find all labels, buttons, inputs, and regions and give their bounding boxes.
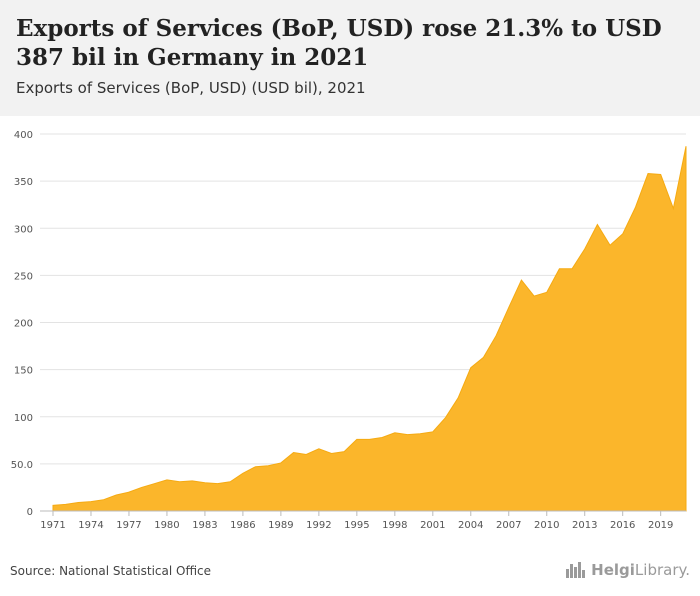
chart-subtitle: Exports of Services (BoP, USD) (USD bil)… (16, 79, 366, 97)
chart-title: Exports of Services (BoP, USD) rose 21.3… (16, 15, 662, 71)
x-tick-label: 2007 (496, 520, 521, 531)
grid-lines (40, 133, 686, 465)
x-tick-label: 1983 (192, 520, 217, 531)
x-tick-label: 2013 (572, 520, 597, 531)
y-tick-label: 250 (14, 271, 33, 282)
y-tick-label: 350 (14, 177, 33, 188)
y-tick-label: 50.0 (11, 460, 33, 471)
x-tick-label: 1995 (344, 520, 369, 531)
y-tick-label: 300 (14, 224, 33, 235)
x-tick-label: 1986 (230, 520, 255, 531)
brand-name-light: Library. (634, 561, 690, 579)
y-tick-label: 100 (14, 413, 33, 424)
x-tick-label: 2016 (610, 520, 635, 531)
x-tick-label: 1974 (78, 520, 103, 531)
y-tick-label: 200 (14, 319, 33, 330)
x-axis: 1971 1974 1977 1980 1983 1986 1989 1992 1995 1998… (40, 510, 686, 531)
y-axis-ticks: 0 50.0 100 150 200 250 300 350 400 (11, 130, 33, 518)
x-tick-label: 1980 (154, 520, 179, 531)
x-tick-label: 2019 (648, 520, 673, 531)
x-tick-label: 1977 (116, 520, 141, 531)
chart-header: Exports of Services (BoP, USD) rose 21.3… (0, 0, 700, 116)
brand-name-strong: Helgi (591, 561, 635, 579)
area-series (52, 146, 687, 512)
x-tick-label: 1989 (268, 520, 293, 531)
area-fill (52, 146, 687, 512)
x-tick-label: 1971 (40, 520, 65, 531)
x-tick-label: 2004 (458, 520, 483, 531)
y-tick-label: 150 (14, 366, 33, 377)
y-tick-label: 0 (27, 507, 33, 518)
x-tick-label: 2010 (534, 520, 559, 531)
x-tick-label: 2001 (420, 520, 445, 531)
city-skyline-icon (566, 562, 586, 578)
brand-logo[interactable]: HelgiLibrary. (565, 561, 690, 579)
source-note: Source: National Statistical Office (10, 564, 212, 578)
x-tick-label: 1992 (306, 520, 331, 531)
y-tick-label: 400 (14, 130, 33, 141)
x-tick-label: 1998 (382, 520, 407, 531)
